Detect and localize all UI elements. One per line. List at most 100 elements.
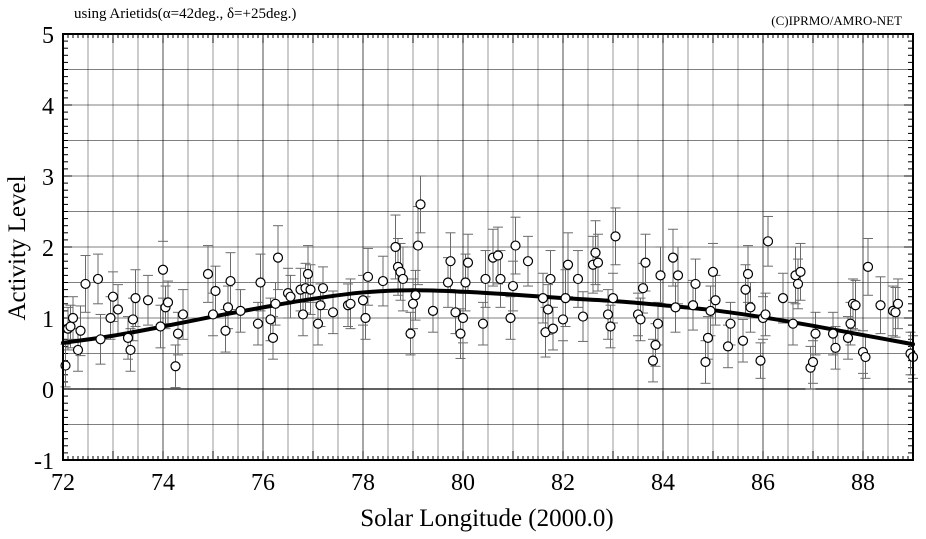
data-point xyxy=(637,283,649,294)
data-point xyxy=(605,321,616,332)
data-point xyxy=(272,252,284,263)
data-point xyxy=(297,309,309,320)
data-point xyxy=(787,318,799,329)
data-point xyxy=(407,298,419,309)
data-point xyxy=(755,355,766,366)
data-point xyxy=(507,280,519,292)
data-point xyxy=(412,240,424,251)
data-point xyxy=(130,293,141,304)
x-tick-label: 74 xyxy=(151,470,175,496)
data-point xyxy=(850,300,861,311)
data-point xyxy=(80,278,91,290)
x-tick-label: 78 xyxy=(351,470,375,496)
data-point xyxy=(302,268,314,280)
y-tick-label: 1 xyxy=(42,307,54,333)
data-point xyxy=(547,323,559,334)
data-point xyxy=(760,309,771,320)
data-point xyxy=(267,332,279,343)
data-point xyxy=(635,314,646,325)
data-point xyxy=(477,318,489,329)
data-point xyxy=(705,305,716,316)
data-point xyxy=(807,356,819,368)
data-point xyxy=(890,307,901,318)
data-point xyxy=(442,277,454,288)
y-tick-label: 0 xyxy=(42,378,54,404)
data-point xyxy=(722,341,734,352)
data-point xyxy=(492,250,504,261)
data-point xyxy=(522,256,534,267)
data-point xyxy=(177,309,189,320)
data-point xyxy=(172,328,184,339)
data-point xyxy=(105,312,116,324)
data-point xyxy=(650,339,661,351)
data-point xyxy=(690,278,701,290)
x-tick-label: 72 xyxy=(51,470,75,496)
data-point xyxy=(360,312,371,324)
data-point xyxy=(670,302,681,313)
data-point xyxy=(405,328,416,339)
x-axis-label: Solar Longitude (2000.0) xyxy=(360,505,613,532)
data-point xyxy=(505,312,516,324)
data-point xyxy=(827,328,839,339)
data-point xyxy=(830,342,841,353)
data-point xyxy=(357,295,369,306)
axis-ticks: 72 74 76 78 80 82 84 86 88 -1 0 1 2 3 4 5 xyxy=(34,23,914,496)
data-point xyxy=(652,318,664,329)
y-tick-label: -1 xyxy=(34,449,54,475)
x-tick-label: 84 xyxy=(651,470,675,496)
data-point xyxy=(725,318,736,329)
data-point xyxy=(560,293,571,304)
data-point xyxy=(170,361,181,372)
y-axis-label: Activity Level xyxy=(4,175,31,320)
data-point xyxy=(740,284,751,295)
data-point xyxy=(762,236,774,247)
x-tick-label: 76 xyxy=(251,470,275,496)
data-point xyxy=(557,314,569,325)
data-point xyxy=(377,275,389,287)
data-point xyxy=(602,309,614,320)
data-point xyxy=(710,295,721,306)
data-point xyxy=(457,312,469,324)
y-tick-label: 5 xyxy=(42,23,54,49)
data-point xyxy=(65,321,76,332)
data-point xyxy=(252,318,264,329)
y-tick-label: 2 xyxy=(42,236,54,262)
data-point xyxy=(125,344,136,356)
data-point xyxy=(700,356,711,368)
data-point xyxy=(845,318,856,329)
data-point xyxy=(202,268,214,280)
data-point xyxy=(572,273,584,285)
data-point xyxy=(127,314,139,325)
copyright-credit: (C)IPRMO/AMRO-NET xyxy=(771,13,902,28)
data-point xyxy=(640,257,651,268)
data-point xyxy=(445,256,456,267)
data-point xyxy=(687,300,699,311)
data-point xyxy=(345,298,356,309)
x-tick-label: 88 xyxy=(851,470,875,496)
data-point xyxy=(255,277,266,288)
data-point xyxy=(427,305,439,316)
x-tick-label: 82 xyxy=(551,470,575,496)
data-point xyxy=(745,302,756,313)
data-point xyxy=(415,199,426,210)
data-point xyxy=(317,283,329,294)
data-point xyxy=(390,241,401,253)
data-point xyxy=(312,318,324,329)
data-point xyxy=(777,293,789,304)
data-point xyxy=(112,304,124,315)
data-point xyxy=(672,270,684,281)
x-tick-label: 86 xyxy=(751,470,775,496)
data-point xyxy=(410,290,421,301)
data-point xyxy=(95,334,106,345)
data-point xyxy=(455,328,466,339)
data-point xyxy=(225,275,236,287)
data-point xyxy=(737,335,749,346)
data-point xyxy=(742,268,754,280)
plot-frame xyxy=(62,33,914,461)
data-point xyxy=(450,307,461,318)
y-tick-label: 3 xyxy=(42,165,54,191)
data-point xyxy=(545,273,556,285)
data-point xyxy=(285,291,296,302)
data-point xyxy=(305,284,316,295)
